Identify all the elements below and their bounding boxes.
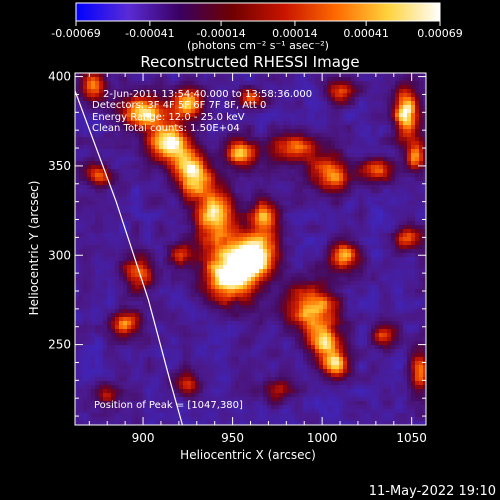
colorbar-tick-label: -0.00014 (196, 27, 245, 40)
header-annotation: Detectors: 3F 4F 5F 6F 7F 8F, Att 0 (92, 100, 266, 111)
y-tick-label: 300 (48, 248, 71, 262)
header-annotation: Clean Total counts: 1.50E+04 (92, 123, 240, 134)
peak-position-annotation: Position of Peak = [1047,380] (94, 400, 243, 411)
colorbar-ticks: -0.00069 -0.00041 -0.00014 0.00014 0.00041 0.… (51, 21, 463, 40)
heatmap-image (75, 73, 426, 425)
x-axis-label: Heliocentric X (arcsec) (180, 448, 316, 462)
colorbar-tick-label: 0.00041 (343, 27, 389, 40)
x-tick-label: 1050 (396, 431, 427, 445)
colorbar-tick-label: 0.00014 (272, 27, 318, 40)
y-tick-label: 400 (48, 70, 71, 84)
colorbar-tick-label: -0.00069 (51, 27, 100, 40)
colorbar-unit-label: (photons cm⁻² s⁻¹ asec⁻²) (187, 39, 329, 52)
x-tick-label: 1000 (307, 431, 338, 445)
x-tick-label: 950 (221, 431, 244, 445)
colorbar (75, 2, 441, 22)
solar-limb-line (75, 90, 184, 425)
axis-ticks: 900 950 1000 1050 250 300 350 400 (48, 70, 427, 445)
annotations: 2-Jun-2011 13:54:40.000 to 13:58:36.000D… (92, 89, 312, 411)
colorbar-tick-label: 0.00069 (417, 27, 463, 40)
x-tick-label: 900 (132, 431, 155, 445)
colorbar-tick-label: -0.00041 (125, 27, 174, 40)
chart-title: Reconstructed RHESSI Image (140, 53, 359, 71)
y-tick-label: 350 (48, 159, 71, 173)
y-tick-label: 250 (48, 338, 71, 352)
header-annotation: 2-Jun-2011 13:54:40.000 to 13:58:36.000 (103, 89, 312, 100)
footer-timestamp: 11-May-2022 19:10 (369, 484, 496, 499)
header-annotation: Energy Range: 12.0 - 25.0 keV (92, 112, 245, 123)
y-axis-label: Heliocentric Y (arcsec) (27, 181, 41, 316)
